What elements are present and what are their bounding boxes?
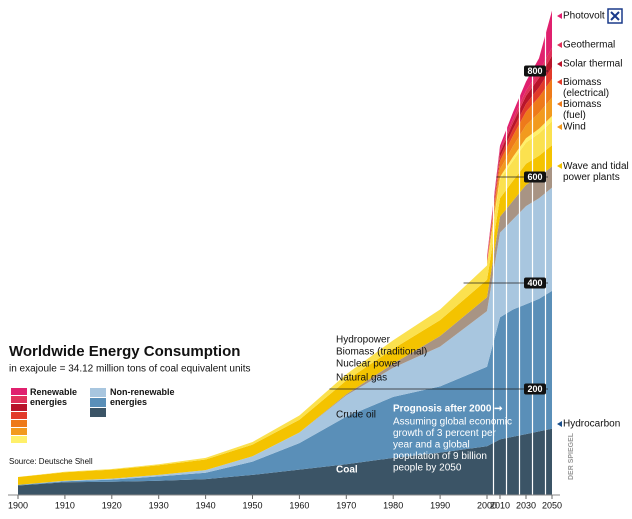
x-tick-label: 2000 — [477, 500, 497, 510]
x-tick-label: 1970 — [336, 500, 356, 510]
legend-swatch — [11, 388, 27, 395]
x-tick-label: 1920 — [102, 500, 122, 510]
legend-swatch — [11, 428, 27, 435]
label-pointer — [557, 61, 562, 67]
legend-label: Non-renewable energies — [110, 387, 175, 407]
legend-swatch — [90, 388, 106, 397]
area — [18, 428, 552, 495]
y-tick-label: 200 — [527, 384, 542, 394]
x-tick-label: 1960 — [289, 500, 309, 510]
annotation-title: Prognosis after 2000 ➞ — [393, 404, 503, 415]
series-label: Coal — [336, 465, 358, 476]
legend-swatch — [90, 408, 106, 417]
source: Source: Deutsche Shell — [9, 457, 93, 466]
x-tick-label: 1900 — [8, 500, 28, 510]
area — [18, 290, 552, 486]
series-label: Natural gas — [336, 373, 387, 384]
label-pointer — [557, 13, 562, 19]
hydrocarbon-label: Hydrocarbon — [563, 419, 620, 430]
legend-swatch — [11, 396, 27, 403]
annotation-line: growth of 3 percent per — [393, 428, 497, 439]
close-button[interactable] — [607, 8, 623, 24]
watermark: DER SPIEGEL — [568, 432, 575, 480]
x-tick-label: 1990 — [430, 500, 450, 510]
chart-subtitle: in exajoule = 34.12 million tons of coal… — [9, 364, 251, 375]
y-tick-label: 400 — [527, 278, 542, 288]
label-pointer — [557, 79, 562, 85]
legend-swatch — [90, 398, 106, 407]
annotation-line: year and a global — [393, 440, 470, 451]
x-tick-label: 2050 — [542, 500, 562, 510]
series-label: Biomass (fuel) — [563, 99, 601, 121]
label-pointer — [557, 124, 562, 130]
chart-title: Worldwide Energy Consumption — [9, 343, 240, 360]
series-label: Nuclear power — [336, 359, 401, 370]
series-label: Solar thermal — [563, 59, 622, 70]
series-label: Wind — [563, 122, 586, 133]
y-tick-label: 600 — [527, 172, 542, 182]
x-tick-label: 1950 — [242, 500, 262, 510]
y-tick-box — [524, 277, 546, 289]
series-label: Hydropower — [336, 335, 391, 346]
series-label: Geothermal — [563, 40, 615, 51]
legend-swatch — [11, 436, 27, 443]
label-pointer — [557, 163, 562, 169]
y-tick-box — [524, 383, 546, 395]
x-tick-label: 1910 — [55, 500, 75, 510]
y-tick-box — [524, 171, 546, 183]
legend-label: Renewable energies — [30, 387, 77, 407]
legend-swatch — [11, 420, 27, 427]
x-tick-label: 2030 — [516, 500, 536, 510]
series-label: Photovolt — [563, 11, 605, 22]
series-label: Wave and tidal power plants — [563, 161, 629, 183]
legend-swatch — [11, 404, 27, 411]
label-pointer — [557, 421, 562, 427]
y-tick-box — [524, 65, 546, 77]
series-label: Biomass (electrical) — [563, 77, 609, 99]
label-pointer — [557, 101, 562, 107]
x-tick-label: 1940 — [196, 500, 216, 510]
y-tick-label: 800 — [527, 66, 542, 76]
x-tick-label: 1980 — [383, 500, 403, 510]
series-label: Biomass (traditional) — [336, 347, 427, 358]
annotation-line: population of 9 billion — [393, 451, 487, 462]
series-label: Crude oil — [336, 410, 376, 421]
annotation-line: Assuming global economic — [393, 417, 512, 428]
close-icon[interactable] — [610, 11, 620, 21]
x-tick-label: 2010 — [490, 500, 510, 510]
label-pointer — [557, 42, 562, 48]
legend-swatch — [11, 412, 27, 419]
x-tick-label: 1930 — [149, 500, 169, 510]
annotation-line: people by 2050 — [393, 463, 462, 474]
